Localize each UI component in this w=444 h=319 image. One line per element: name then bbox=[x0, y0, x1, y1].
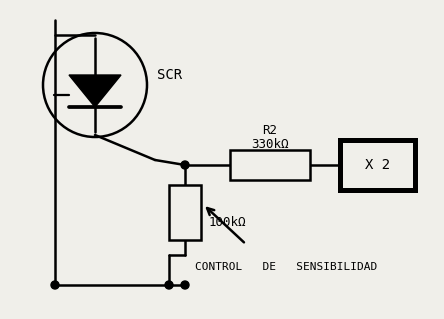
Text: R2: R2 bbox=[262, 123, 278, 137]
Circle shape bbox=[181, 281, 189, 289]
Text: X 2: X 2 bbox=[365, 158, 390, 172]
Text: 330kΩ: 330kΩ bbox=[251, 138, 289, 152]
Circle shape bbox=[165, 281, 173, 289]
Bar bbox=[169, 185, 201, 240]
Text: SCR: SCR bbox=[157, 68, 182, 82]
Circle shape bbox=[51, 281, 59, 289]
Polygon shape bbox=[69, 75, 121, 107]
Text: 100kΩ: 100kΩ bbox=[209, 216, 246, 228]
Circle shape bbox=[181, 161, 189, 169]
Bar bbox=[340, 140, 415, 190]
Text: CONTROL   DE   SENSIBILIDAD: CONTROL DE SENSIBILIDAD bbox=[195, 262, 377, 272]
Bar bbox=[230, 150, 310, 180]
